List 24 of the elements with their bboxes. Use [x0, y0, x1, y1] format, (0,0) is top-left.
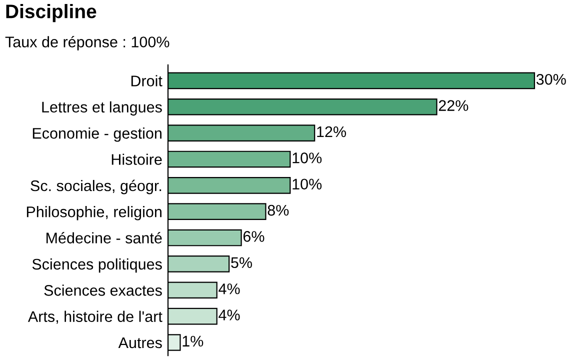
chart-subtitle: Taux de réponse : 100% [5, 36, 170, 50]
y-tick-label: Médecine - santé [46, 232, 162, 244]
y-tick-label: Philosophie, religion [26, 206, 162, 220]
data-label: 10% [292, 152, 322, 164]
data-label: 4% [218, 310, 240, 320]
data-label: 5% [231, 257, 252, 268]
data-label: 10% [292, 178, 322, 190]
data-label: 8% [268, 204, 289, 216]
y-tick-label: Droit [131, 75, 162, 86]
data-label: 12% [317, 126, 346, 138]
chart-title: Discipline [6, 4, 96, 22]
y-tick-label: Sc. sociales, géogr. [30, 180, 162, 194]
data-label: 30% [536, 74, 566, 85]
y-tick-label: Arts, histoire de l'art [28, 310, 162, 324]
data-label: 1% [182, 336, 204, 347]
data-label: 6% [243, 231, 264, 242]
y-tick-label: Histoire [112, 154, 162, 165]
y-tick-label: Economie - gestion [32, 128, 162, 142]
y-tick-label: Lettres et langues [42, 101, 162, 116]
y-tick-label: Autres [118, 338, 162, 348]
y-tick-label: Sciences politiques [32, 258, 162, 273]
y-tick-label: Sciences exactes [44, 284, 162, 296]
data-label: 22% [438, 100, 468, 111]
data-label: 4% [218, 283, 240, 294]
